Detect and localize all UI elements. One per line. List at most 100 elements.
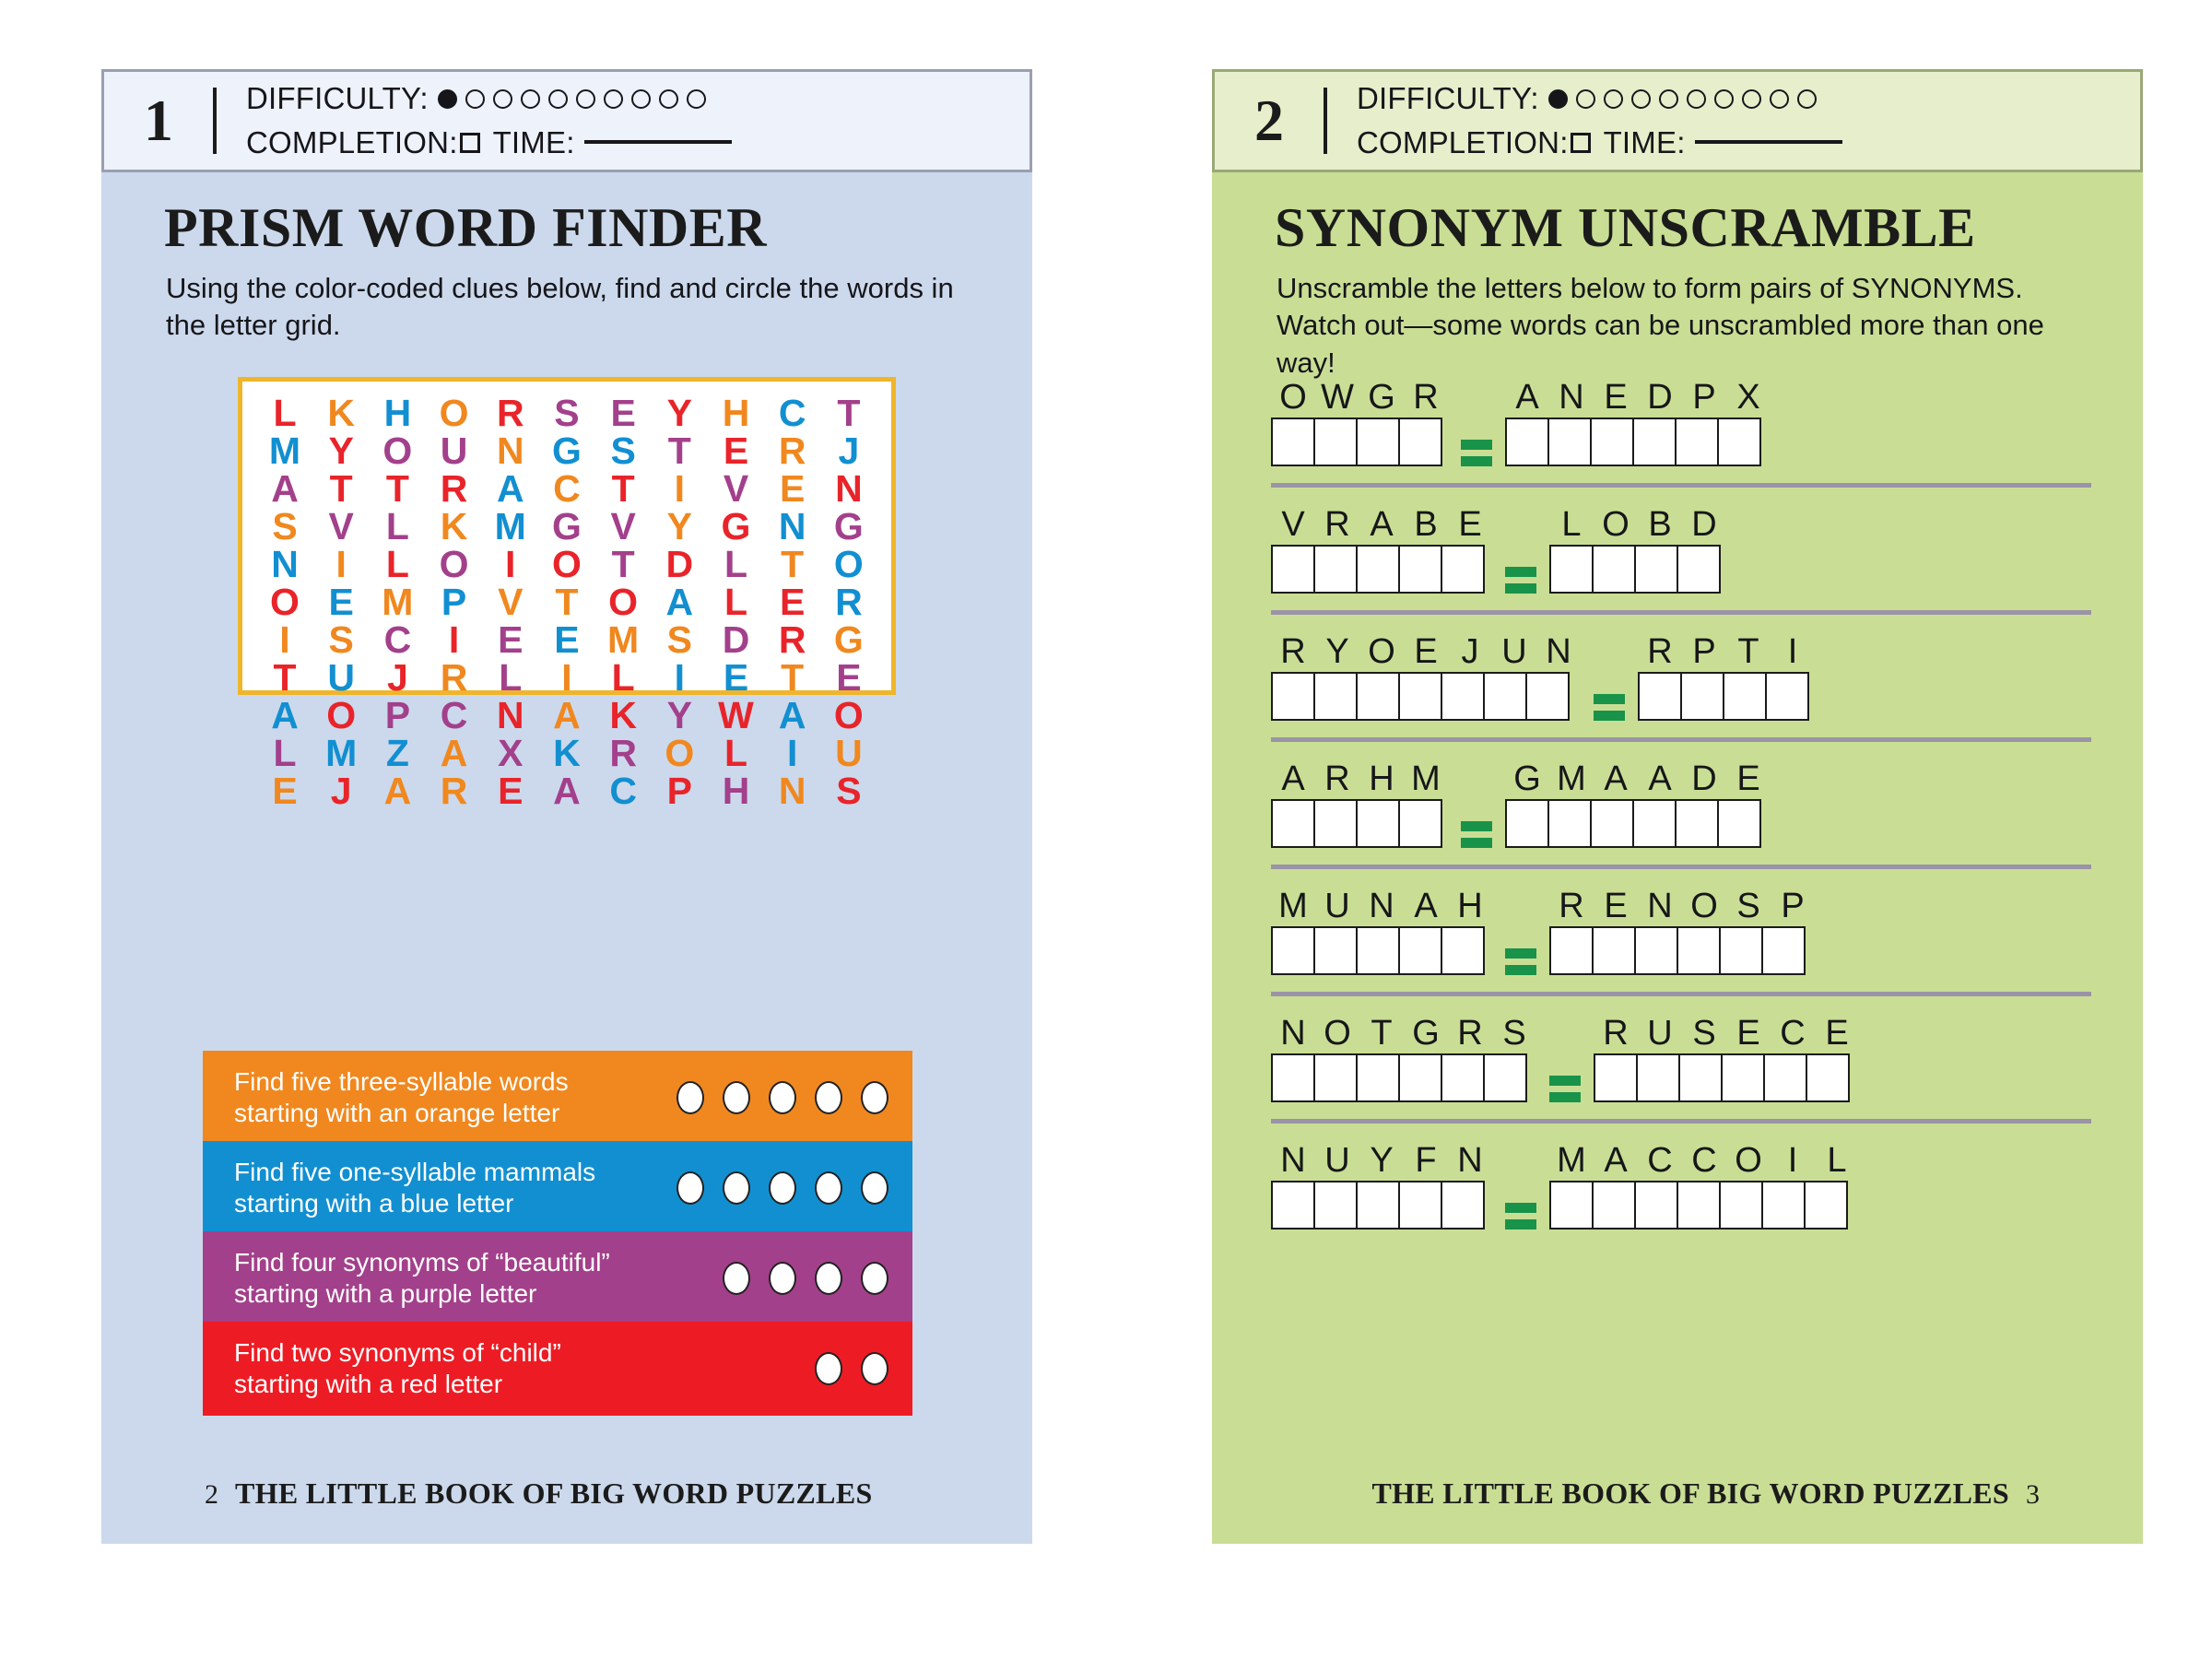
grid-letter[interactable]: T	[273, 656, 297, 699]
grid-letter[interactable]: A	[778, 694, 806, 736]
answer-box[interactable]	[1677, 926, 1721, 975]
clue-bar-orange[interactable]: Find five three-syllable words starting w…	[203, 1051, 912, 1145]
answer-box[interactable]	[1398, 799, 1442, 848]
time-write-in-line[interactable]	[1694, 140, 1842, 144]
grid-letter[interactable]: V	[723, 467, 749, 510]
clue-progress-circle[interactable]	[723, 1262, 750, 1295]
answer-box[interactable]	[1505, 418, 1549, 466]
answer-box[interactable]	[1483, 1053, 1527, 1102]
grid-letter[interactable]: A	[383, 770, 412, 812]
grid-letter[interactable]: N	[271, 543, 299, 585]
grid-letter[interactable]: G	[551, 505, 582, 547]
answer-box[interactable]	[1271, 799, 1315, 848]
grid-letter[interactable]: M	[607, 618, 640, 661]
grid-letter[interactable]: S	[272, 505, 298, 547]
answer-box[interactable]	[1398, 1181, 1442, 1230]
answer-box[interactable]	[1356, 799, 1400, 848]
answer-box[interactable]	[1398, 926, 1442, 975]
answer-box[interactable]	[1680, 672, 1724, 721]
grid-letter[interactable]: D	[665, 543, 694, 585]
answer-box[interactable]	[1590, 418, 1634, 466]
clue-progress-circle[interactable]	[815, 1081, 842, 1114]
grid-letter[interactable]: P	[384, 694, 411, 736]
grid-letter[interactable]: E	[554, 618, 580, 661]
answer-box[interactable]	[1763, 1053, 1807, 1102]
answer-box[interactable]	[1592, 545, 1636, 594]
answer-box[interactable]	[1719, 1181, 1763, 1230]
grid-letter[interactable]: I	[674, 467, 686, 510]
grid-letter[interactable]: C	[553, 467, 581, 510]
grid-letter[interactable]: L	[724, 732, 748, 774]
grid-letter[interactable]: R	[440, 656, 468, 699]
answer-box[interactable]	[1313, 1053, 1358, 1102]
grid-letter[interactable]: K	[609, 694, 637, 736]
grid-letter[interactable]: N	[835, 467, 863, 510]
grid-letter[interactable]: P	[441, 581, 467, 623]
answer-box[interactable]	[1398, 1053, 1442, 1102]
grid-letter[interactable]: G	[551, 429, 582, 472]
grid-letter[interactable]: N	[496, 429, 524, 472]
grid-letter[interactable]: V	[328, 505, 354, 547]
answer-box[interactable]	[1549, 926, 1594, 975]
answer-box[interactable]	[1356, 418, 1400, 466]
grid-letter[interactable]: R	[496, 392, 524, 434]
answer-box[interactable]	[1271, 1181, 1315, 1230]
clue-progress-circle[interactable]	[677, 1171, 704, 1205]
grid-letter[interactable]: I	[561, 656, 572, 699]
grid-letter[interactable]: M	[325, 732, 358, 774]
answer-box[interactable]	[1356, 926, 1400, 975]
grid-letter[interactable]: J	[330, 770, 352, 812]
answer-box[interactable]	[1313, 545, 1358, 594]
grid-letter[interactable]: R	[835, 581, 863, 623]
grid-letter[interactable]: R	[778, 429, 806, 472]
grid-letter[interactable]: T	[781, 543, 805, 585]
answer-box[interactable]	[1398, 672, 1442, 721]
answer-box[interactable]	[1719, 926, 1763, 975]
grid-letter[interactable]: L	[273, 732, 297, 774]
answer-box[interactable]	[1398, 418, 1442, 466]
grid-letter[interactable]: C	[383, 618, 412, 661]
grid-letter[interactable]: W	[718, 694, 754, 736]
grid-letter[interactable]: S	[554, 392, 580, 434]
clue-progress-circle[interactable]	[815, 1352, 842, 1385]
grid-letter[interactable]: S	[328, 618, 354, 661]
grid-letter[interactable]: L	[385, 543, 409, 585]
grid-letter[interactable]: R	[778, 618, 806, 661]
grid-letter[interactable]: A	[271, 467, 299, 510]
grid-letter[interactable]: K	[327, 392, 355, 434]
answer-box[interactable]	[1636, 1053, 1680, 1102]
grid-letter[interactable]: R	[440, 770, 468, 812]
grid-letter[interactable]: U	[327, 656, 355, 699]
answer-box[interactable]	[1441, 1053, 1485, 1102]
clue-progress-circle[interactable]	[769, 1171, 796, 1205]
grid-letter[interactable]: H	[722, 392, 750, 434]
answer-box[interactable]	[1677, 545, 1721, 594]
grid-letter[interactable]: N	[778, 505, 806, 547]
grid-letter[interactable]: O	[608, 581, 639, 623]
grid-letter[interactable]: K	[553, 732, 581, 774]
grid-letter[interactable]: P	[666, 770, 692, 812]
grid-letter[interactable]: A	[665, 581, 694, 623]
answer-box[interactable]	[1356, 1181, 1400, 1230]
grid-letter[interactable]: L	[611, 656, 635, 699]
grid-letter[interactable]: R	[440, 467, 468, 510]
grid-letter[interactable]: J	[838, 429, 860, 472]
grid-letter[interactable]: V	[498, 581, 524, 623]
grid-letter[interactable]: T	[781, 656, 805, 699]
clue-bar-red[interactable]: Find two synonyms of “child” starting wit…	[203, 1322, 912, 1416]
clue-progress-circle[interactable]	[861, 1081, 888, 1114]
grid-letter[interactable]: I	[674, 656, 686, 699]
grid-letter[interactable]: U	[835, 732, 863, 774]
grid-letter[interactable]: N	[496, 694, 524, 736]
grid-letter[interactable]: O	[833, 694, 864, 736]
grid-letter[interactable]: K	[440, 505, 468, 547]
grid-letter[interactable]: O	[551, 543, 582, 585]
answer-box[interactable]	[1356, 545, 1400, 594]
clue-bar-blue[interactable]: Find five one-syllable mammals starting w…	[203, 1141, 912, 1235]
clue-progress-circle[interactable]	[677, 1081, 704, 1114]
grid-letter[interactable]: Y	[666, 392, 692, 434]
grid-letter[interactable]: S	[610, 429, 636, 472]
grid-letter[interactable]: G	[833, 618, 864, 661]
grid-letter[interactable]: S	[836, 770, 862, 812]
answer-box[interactable]	[1441, 672, 1485, 721]
